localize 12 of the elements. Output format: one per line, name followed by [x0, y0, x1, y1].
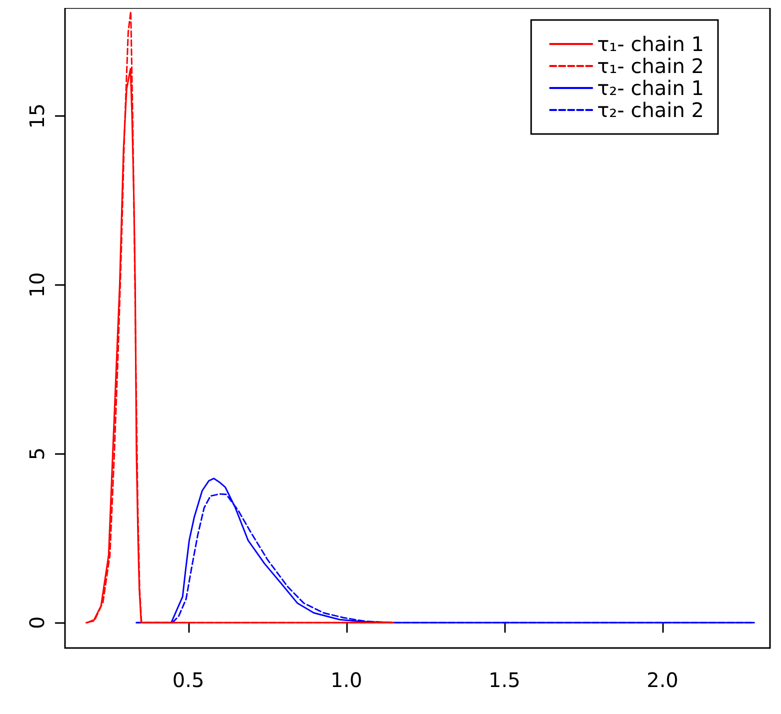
- x-tick-label: 1.5: [488, 668, 520, 692]
- y-tick-label: 5: [25, 447, 49, 460]
- x-tick-label: 1.0: [330, 668, 362, 692]
- x-tick-label: 0.5: [172, 668, 204, 692]
- y-tick-label: 15: [25, 103, 49, 129]
- y-tick-label: 10: [25, 272, 49, 298]
- y-tick-label: 0: [25, 616, 49, 630]
- legend-label: τ₂- chain 2: [597, 98, 704, 122]
- legend-label: τ₁- chain 1: [597, 32, 704, 56]
- legend-label: τ₂- chain 1: [597, 76, 704, 100]
- x-tick-label: 2.0: [646, 668, 678, 692]
- legend-label: τ₁- chain 2: [597, 54, 704, 78]
